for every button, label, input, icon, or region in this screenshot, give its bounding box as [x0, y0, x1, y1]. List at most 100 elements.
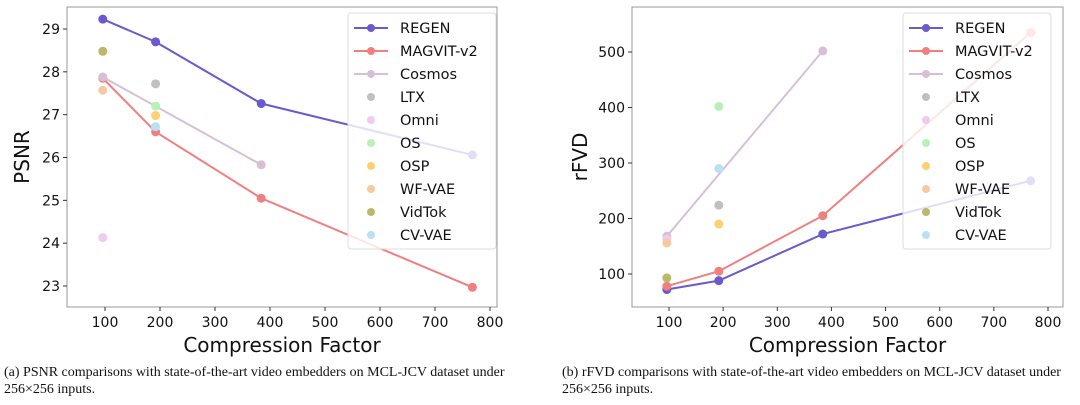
legend-marker	[922, 24, 930, 32]
series-vidtok	[662, 273, 672, 283]
data-point	[662, 238, 672, 248]
data-point	[714, 219, 724, 229]
legend-label: Omni	[955, 113, 994, 129]
legend-label: REGEN	[955, 21, 1005, 37]
data-point	[714, 101, 724, 111]
data-point	[662, 281, 672, 291]
data-point	[256, 160, 266, 170]
x-tick-label: 700	[980, 315, 1007, 331]
legend-marker	[922, 208, 930, 216]
data-point	[256, 99, 266, 109]
x-tick-label: 800	[1035, 315, 1062, 331]
data-point	[818, 229, 828, 239]
data-point	[714, 276, 724, 286]
legend-marker	[922, 47, 930, 55]
y-tick-label: 26	[42, 151, 60, 167]
data-point	[151, 111, 161, 121]
series-cv-vae	[151, 122, 161, 132]
legend-marker	[367, 208, 375, 216]
x-tick-label: 200	[710, 315, 737, 331]
caption-b: (b) rFVD comparisons with state-of-the-a…	[562, 365, 1061, 397]
x-tick-label: 500	[312, 315, 339, 331]
legend-label: VidTok	[955, 205, 1002, 221]
data-point	[98, 72, 108, 82]
chart-psnr: 100 200 300 400 500 600 700 800 23 24 25 26 27 28 29 Co…	[10, 6, 504, 357]
legend-marker	[367, 139, 375, 147]
legend-marker	[367, 24, 375, 32]
x-tick-label: 800	[477, 315, 504, 331]
y-tick-label: 200	[598, 212, 625, 228]
legend-marker	[922, 70, 930, 78]
legend-marker	[922, 185, 930, 193]
legend-box	[902, 12, 1052, 250]
y-tick-label: 25	[42, 193, 60, 209]
x-tick-label: 300	[764, 315, 791, 331]
legend-marker	[922, 116, 930, 124]
x-tick-label: 500	[872, 315, 899, 331]
legend-label: Omni	[400, 113, 439, 129]
x-axis-label: Compression Factor	[183, 333, 381, 357]
y-axis-label: rFVD	[568, 133, 592, 182]
legend: REGEN MAGVIT-v2 Cosmos LTX Omni OS OSP WF-VAE Vi…	[347, 12, 497, 250]
data-point	[818, 46, 828, 56]
y-tick-label: 500	[598, 45, 625, 61]
data-point	[98, 233, 108, 243]
x-tick-label: 300	[202, 315, 229, 331]
series-osp	[151, 111, 161, 121]
x-tick-label: 200	[147, 315, 174, 331]
y-axis-label: PSNR	[10, 130, 34, 184]
data-point	[98, 46, 108, 56]
data-point	[151, 37, 161, 47]
legend-marker	[367, 93, 375, 101]
x-tick-label: 100	[92, 315, 119, 331]
legend-marker	[922, 93, 930, 101]
legend-marker	[367, 162, 375, 170]
legend-marker	[922, 139, 930, 147]
data-point	[467, 282, 477, 292]
legend-label: OS	[955, 136, 976, 152]
y-tick-label: 400	[598, 101, 625, 117]
data-point	[714, 164, 724, 174]
legend-label: LTX	[400, 90, 425, 106]
series-os	[714, 101, 724, 111]
data-point	[714, 200, 724, 210]
x-tick-label: 600	[367, 315, 394, 331]
data-point	[818, 211, 828, 221]
legend-label: MAGVIT-v2	[955, 44, 1033, 60]
series-wf-vae	[662, 238, 672, 248]
series-omni	[98, 233, 108, 243]
series-ltx	[714, 200, 724, 210]
legend-marker	[367, 70, 375, 78]
legend-label: VidTok	[400, 205, 447, 221]
data-point	[98, 85, 108, 95]
series-os	[151, 101, 161, 111]
legend-label: WF-VAE	[955, 182, 1010, 198]
legend-marker	[922, 231, 930, 239]
legend-label: Cosmos	[400, 67, 457, 83]
series-wf-vae	[98, 85, 108, 95]
y-tick-label: 28	[42, 65, 60, 81]
series-vidtok	[98, 46, 108, 56]
data-point	[714, 266, 724, 276]
plot-frame	[631, 6, 1064, 308]
legend: REGEN MAGVIT-v2 Cosmos LTX Omni OS OSP WF-VAE Vi…	[902, 12, 1052, 250]
series-ltx	[151, 79, 161, 89]
legend-marker	[367, 185, 375, 193]
legend-marker	[367, 47, 375, 55]
data-point	[256, 193, 266, 203]
legend-label: CV-VAE	[955, 228, 1007, 244]
y-tick-label: 24	[42, 236, 60, 252]
caption-a: (a) PSNR comparisons with state-of-the-a…	[4, 365, 505, 397]
legend-label: OSP	[955, 159, 985, 175]
y-tick-label: 23	[42, 279, 60, 295]
legend-label: OSP	[400, 159, 430, 175]
data-point	[151, 101, 161, 111]
y-tick-label: 27	[42, 108, 60, 124]
series-cosmos	[662, 46, 828, 241]
series-line	[102, 76, 262, 166]
legend-marker	[367, 116, 375, 124]
legend-box	[347, 12, 497, 250]
data-point	[151, 122, 161, 132]
legend-marker	[922, 162, 930, 170]
